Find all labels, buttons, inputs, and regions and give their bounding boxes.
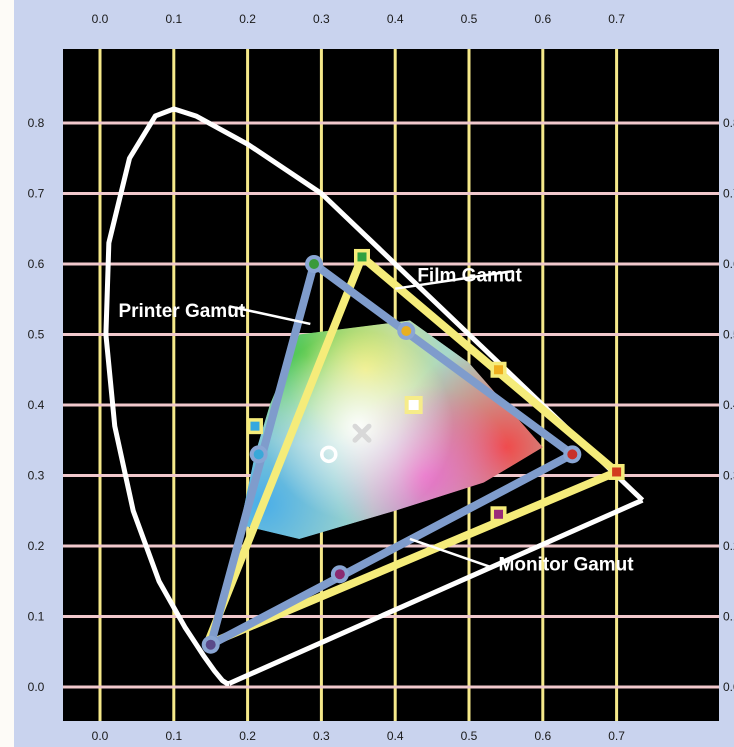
film-gamut-callout-line: [395, 269, 514, 290]
film-gamut-marker-core: [494, 365, 504, 375]
x-tick-label-top: 0.0: [92, 12, 109, 26]
y-tick-label-right: 0.2: [723, 539, 734, 553]
x-tick-label-bottom: 0.0: [92, 729, 109, 743]
chart-frame: 0.0 0.0 0.1 0.1 0.2 0.2 0.3 0.3 0.4 0.4 0.5 0.5 0.6 0…: [14, 0, 734, 747]
x-tick-label-top: 0.7: [608, 12, 625, 26]
y-tick-label-right: 0.0: [723, 680, 734, 694]
chromaticity-chart: 0.0 0.0 0.1 0.1 0.2 0.2 0.3 0.3 0.4 0.4 0.5 0.5 0.6 0…: [28, 12, 734, 743]
film-gamut-triangle: [203, 252, 621, 649]
film-gamut-marker-core: [250, 421, 260, 431]
film-white-point-core: [408, 400, 419, 410]
monitor-gamut-label: Monitor Gamut: [499, 555, 635, 576]
y-tick-label-left: 0.3: [28, 469, 45, 483]
printer-gamut-callout-line: [228, 305, 311, 326]
x-tick-label-bottom: 0.5: [461, 729, 478, 743]
y-tick-label-left: 0.5: [28, 328, 45, 342]
y-tick-label-right: 0.3: [723, 469, 734, 483]
y-tick-label-right: 0.5: [723, 328, 734, 342]
film-gamut-marker-core: [494, 509, 504, 519]
monitor-gamut-callout-line: [409, 537, 492, 569]
spectral-locus: [103, 106, 645, 686]
monitor-gamut-marker-core: [334, 569, 345, 580]
gamut-markers: [201, 248, 625, 654]
x-tick-label-bottom: 0.7: [608, 729, 625, 743]
y-tick-label-right: 0.7: [723, 187, 734, 201]
x-tick-label-top: 0.1: [165, 12, 182, 26]
monitor-gamut-marker-core: [567, 449, 578, 460]
y-tick-label-left: 0.2: [28, 539, 45, 553]
y-tick-label-right: 0.8: [723, 116, 734, 130]
film-gamut-marker-core: [357, 252, 367, 262]
cross-marker: [352, 423, 372, 443]
y-tick-label-left: 0.0: [28, 680, 45, 694]
x-tick-label-top: 0.2: [239, 12, 256, 26]
white-point-circle: [320, 445, 338, 464]
monitor-gamut-marker-core: [205, 639, 216, 650]
y-tick-label-left: 0.7: [28, 187, 45, 201]
monitor-gamut-marker-core: [309, 259, 320, 269]
film-gamut-label: Film Gamut: [417, 266, 522, 287]
x-tick-label-bottom: 0.3: [313, 729, 330, 743]
callouts: Film Gamut Printer Gamut Monitor Gamut: [118, 266, 634, 576]
x-tick-label-top: 0.5: [461, 12, 478, 26]
spectral-locus-layer: [103, 106, 645, 686]
purple-line: [228, 497, 644, 686]
x-tick-label-bottom: 0.6: [534, 729, 551, 743]
x-tick-label-bottom: 0.4: [387, 729, 404, 743]
y-tick-label-left: 0.4: [28, 398, 45, 412]
film-gamut-marker-core: [612, 467, 622, 477]
y-tick-label-left: 0.6: [28, 257, 45, 271]
x-tick-label-top: 0.6: [534, 12, 551, 26]
printer-gamut-label: Printer Gamut: [118, 301, 245, 322]
y-tick-label-left: 0.1: [28, 610, 45, 624]
tick-labels: 0.0 0.0 0.1 0.1 0.2 0.2 0.3 0.3 0.4 0.4 0.5 0.5 0.6 0…: [28, 12, 734, 743]
y-tick-label-right: 0.4: [723, 398, 734, 412]
x-tick-label-top: 0.4: [387, 12, 404, 26]
y-tick-label-right: 0.1: [723, 610, 734, 624]
x-tick-label-bottom: 0.2: [239, 729, 256, 743]
monitor-gamut-marker-core: [253, 449, 264, 460]
y-tick-label-right: 0.6: [723, 257, 734, 271]
monitor-gamut-marker-core: [401, 325, 412, 336]
y-tick-label-left: 0.8: [28, 116, 45, 130]
x-tick-label-bottom: 0.1: [165, 729, 182, 743]
x-tick-label-top: 0.3: [313, 12, 330, 26]
